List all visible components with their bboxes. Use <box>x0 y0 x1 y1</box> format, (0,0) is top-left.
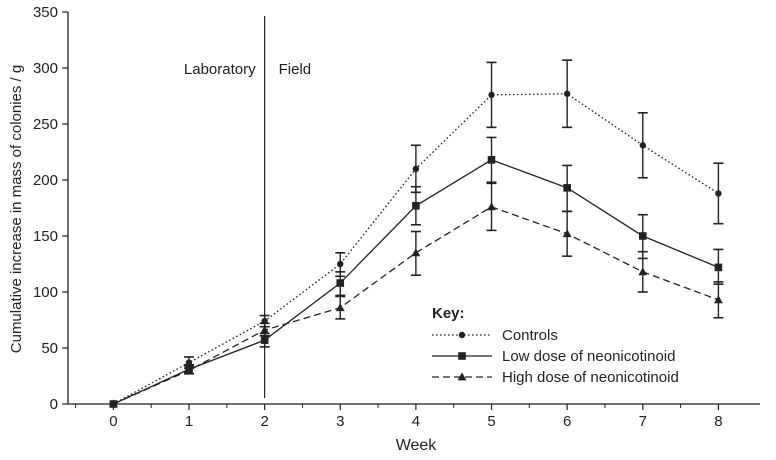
data-point-circle <box>337 260 344 268</box>
x-axis-label: Week <box>396 437 438 454</box>
y-tick-label: 250 <box>33 116 58 133</box>
laboratory-label: Laboratory <box>184 61 256 78</box>
x-tick-label: 4 <box>412 413 420 430</box>
field-label: Field <box>279 61 312 78</box>
legend: Key: Controls Low dose of neonicotinoid Hi… <box>432 305 679 386</box>
data-point-triangle <box>184 365 194 374</box>
data-point-triangle <box>638 267 648 276</box>
data-point-square <box>563 184 571 192</box>
x-tick-label: 1 <box>185 413 193 430</box>
legend-label: Low dose of neonicotinoid <box>502 348 675 365</box>
x-tick-label: 8 <box>714 413 722 430</box>
phase-annotations: Laboratory Field <box>184 16 311 398</box>
series-2 <box>109 136 724 408</box>
data-point-circle <box>458 331 466 339</box>
x-tick-label: 6 <box>563 413 571 430</box>
data-point-triangle <box>457 372 467 381</box>
series-3 <box>108 182 724 408</box>
series-line <box>113 206 719 405</box>
x-tick-label: 2 <box>260 413 268 430</box>
x-tick-label: 7 <box>639 413 647 430</box>
data-point-triangle <box>562 229 572 238</box>
data-point-square <box>260 336 269 344</box>
data-point-triangle <box>411 248 421 257</box>
y-tick-label: 150 <box>33 228 58 245</box>
legend-label: High dose of neonicotinoid <box>502 369 679 386</box>
data-point-triangle <box>714 295 723 304</box>
x-tick-label: 3 <box>336 413 344 430</box>
legend-title: Key: <box>432 305 465 322</box>
data-point-square <box>412 201 420 210</box>
y-tick-label: 0 <box>50 396 58 413</box>
series-1 <box>110 59 724 408</box>
data-point-triangle <box>335 303 345 312</box>
y-tick-label: 100 <box>33 284 58 301</box>
legend-label: Controls <box>502 327 558 344</box>
data-point-triangle <box>108 399 118 408</box>
y-tick-label: 50 <box>41 340 58 357</box>
data-point-triangle <box>487 202 496 211</box>
data-point-circle <box>639 142 646 149</box>
ticks: 0 50 100 150 200 250 300 350 0 1 2 3 4 5 6 7 8 <box>33 4 723 430</box>
data-point-square <box>336 279 345 287</box>
data-point-circle <box>563 90 571 97</box>
data-point-square <box>458 352 466 360</box>
series-layer <box>108 59 724 408</box>
data-point-triangle <box>260 325 270 334</box>
axes <box>67 12 760 405</box>
y-tick-label: 350 <box>33 4 58 21</box>
data-point-circle <box>488 91 495 99</box>
y-axis-label: Cumulative increase in mass of colonies … <box>8 65 25 353</box>
data-point-circle <box>412 165 420 172</box>
x-tick-label: 5 <box>487 413 495 430</box>
y-tick-label: 300 <box>33 60 58 77</box>
data-point-square <box>638 232 647 240</box>
x-tick-label: 0 <box>109 413 117 430</box>
data-point-circle <box>715 190 722 197</box>
data-point-square <box>714 263 723 272</box>
data-point-square <box>487 156 496 164</box>
y-tick-label: 200 <box>33 172 58 189</box>
